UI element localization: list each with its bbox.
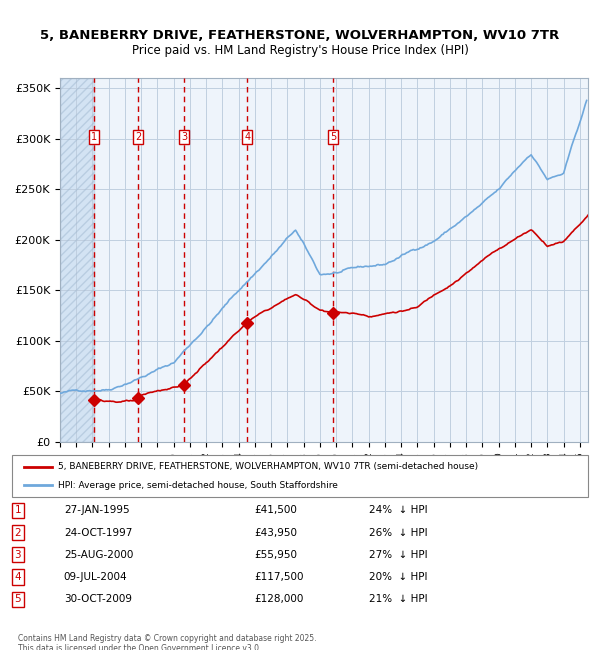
- FancyBboxPatch shape: [12, 455, 588, 497]
- Text: 1: 1: [14, 506, 21, 515]
- Text: £117,500: £117,500: [254, 572, 304, 582]
- Text: 30-OCT-2009: 30-OCT-2009: [64, 594, 132, 604]
- Text: 27%  ↓ HPI: 27% ↓ HPI: [369, 550, 428, 560]
- Text: 27-JAN-1995: 27-JAN-1995: [64, 506, 130, 515]
- Text: 3: 3: [181, 132, 187, 142]
- Text: 21%  ↓ HPI: 21% ↓ HPI: [369, 594, 428, 604]
- Text: £41,500: £41,500: [254, 506, 297, 515]
- Text: 5: 5: [330, 132, 337, 142]
- Text: HPI: Average price, semi-detached house, South Staffordshire: HPI: Average price, semi-detached house,…: [58, 481, 338, 490]
- Text: 24%  ↓ HPI: 24% ↓ HPI: [369, 506, 428, 515]
- Bar: [60, 78, 94, 442]
- Text: 09-JUL-2004: 09-JUL-2004: [64, 572, 127, 582]
- Text: Contains HM Land Registry data © Crown copyright and database right 2025.
This d: Contains HM Land Registry data © Crown c…: [18, 634, 317, 650]
- Text: 20%  ↓ HPI: 20% ↓ HPI: [369, 572, 428, 582]
- Text: £43,950: £43,950: [254, 528, 297, 538]
- Text: 3: 3: [14, 550, 21, 560]
- Text: 4: 4: [244, 132, 250, 142]
- Text: 2: 2: [14, 528, 21, 538]
- Bar: [60, 78, 94, 442]
- Text: 26%  ↓ HPI: 26% ↓ HPI: [369, 528, 428, 538]
- Text: 2: 2: [135, 132, 142, 142]
- Text: £55,950: £55,950: [254, 550, 297, 560]
- Text: 4: 4: [14, 572, 21, 582]
- Text: £128,000: £128,000: [254, 594, 303, 604]
- Text: 5, BANEBERRY DRIVE, FEATHERSTONE, WOLVERHAMPTON, WV10 7TR (semi-detached house): 5, BANEBERRY DRIVE, FEATHERSTONE, WOLVER…: [58, 462, 478, 471]
- Text: 24-OCT-1997: 24-OCT-1997: [64, 528, 132, 538]
- Text: 5: 5: [14, 594, 21, 604]
- Text: 5, BANEBERRY DRIVE, FEATHERSTONE, WOLVERHAMPTON, WV10 7TR: 5, BANEBERRY DRIVE, FEATHERSTONE, WOLVER…: [40, 29, 560, 42]
- Text: 1: 1: [91, 132, 97, 142]
- Text: Price paid vs. HM Land Registry's House Price Index (HPI): Price paid vs. HM Land Registry's House …: [131, 44, 469, 57]
- Text: 25-AUG-2000: 25-AUG-2000: [64, 550, 133, 560]
